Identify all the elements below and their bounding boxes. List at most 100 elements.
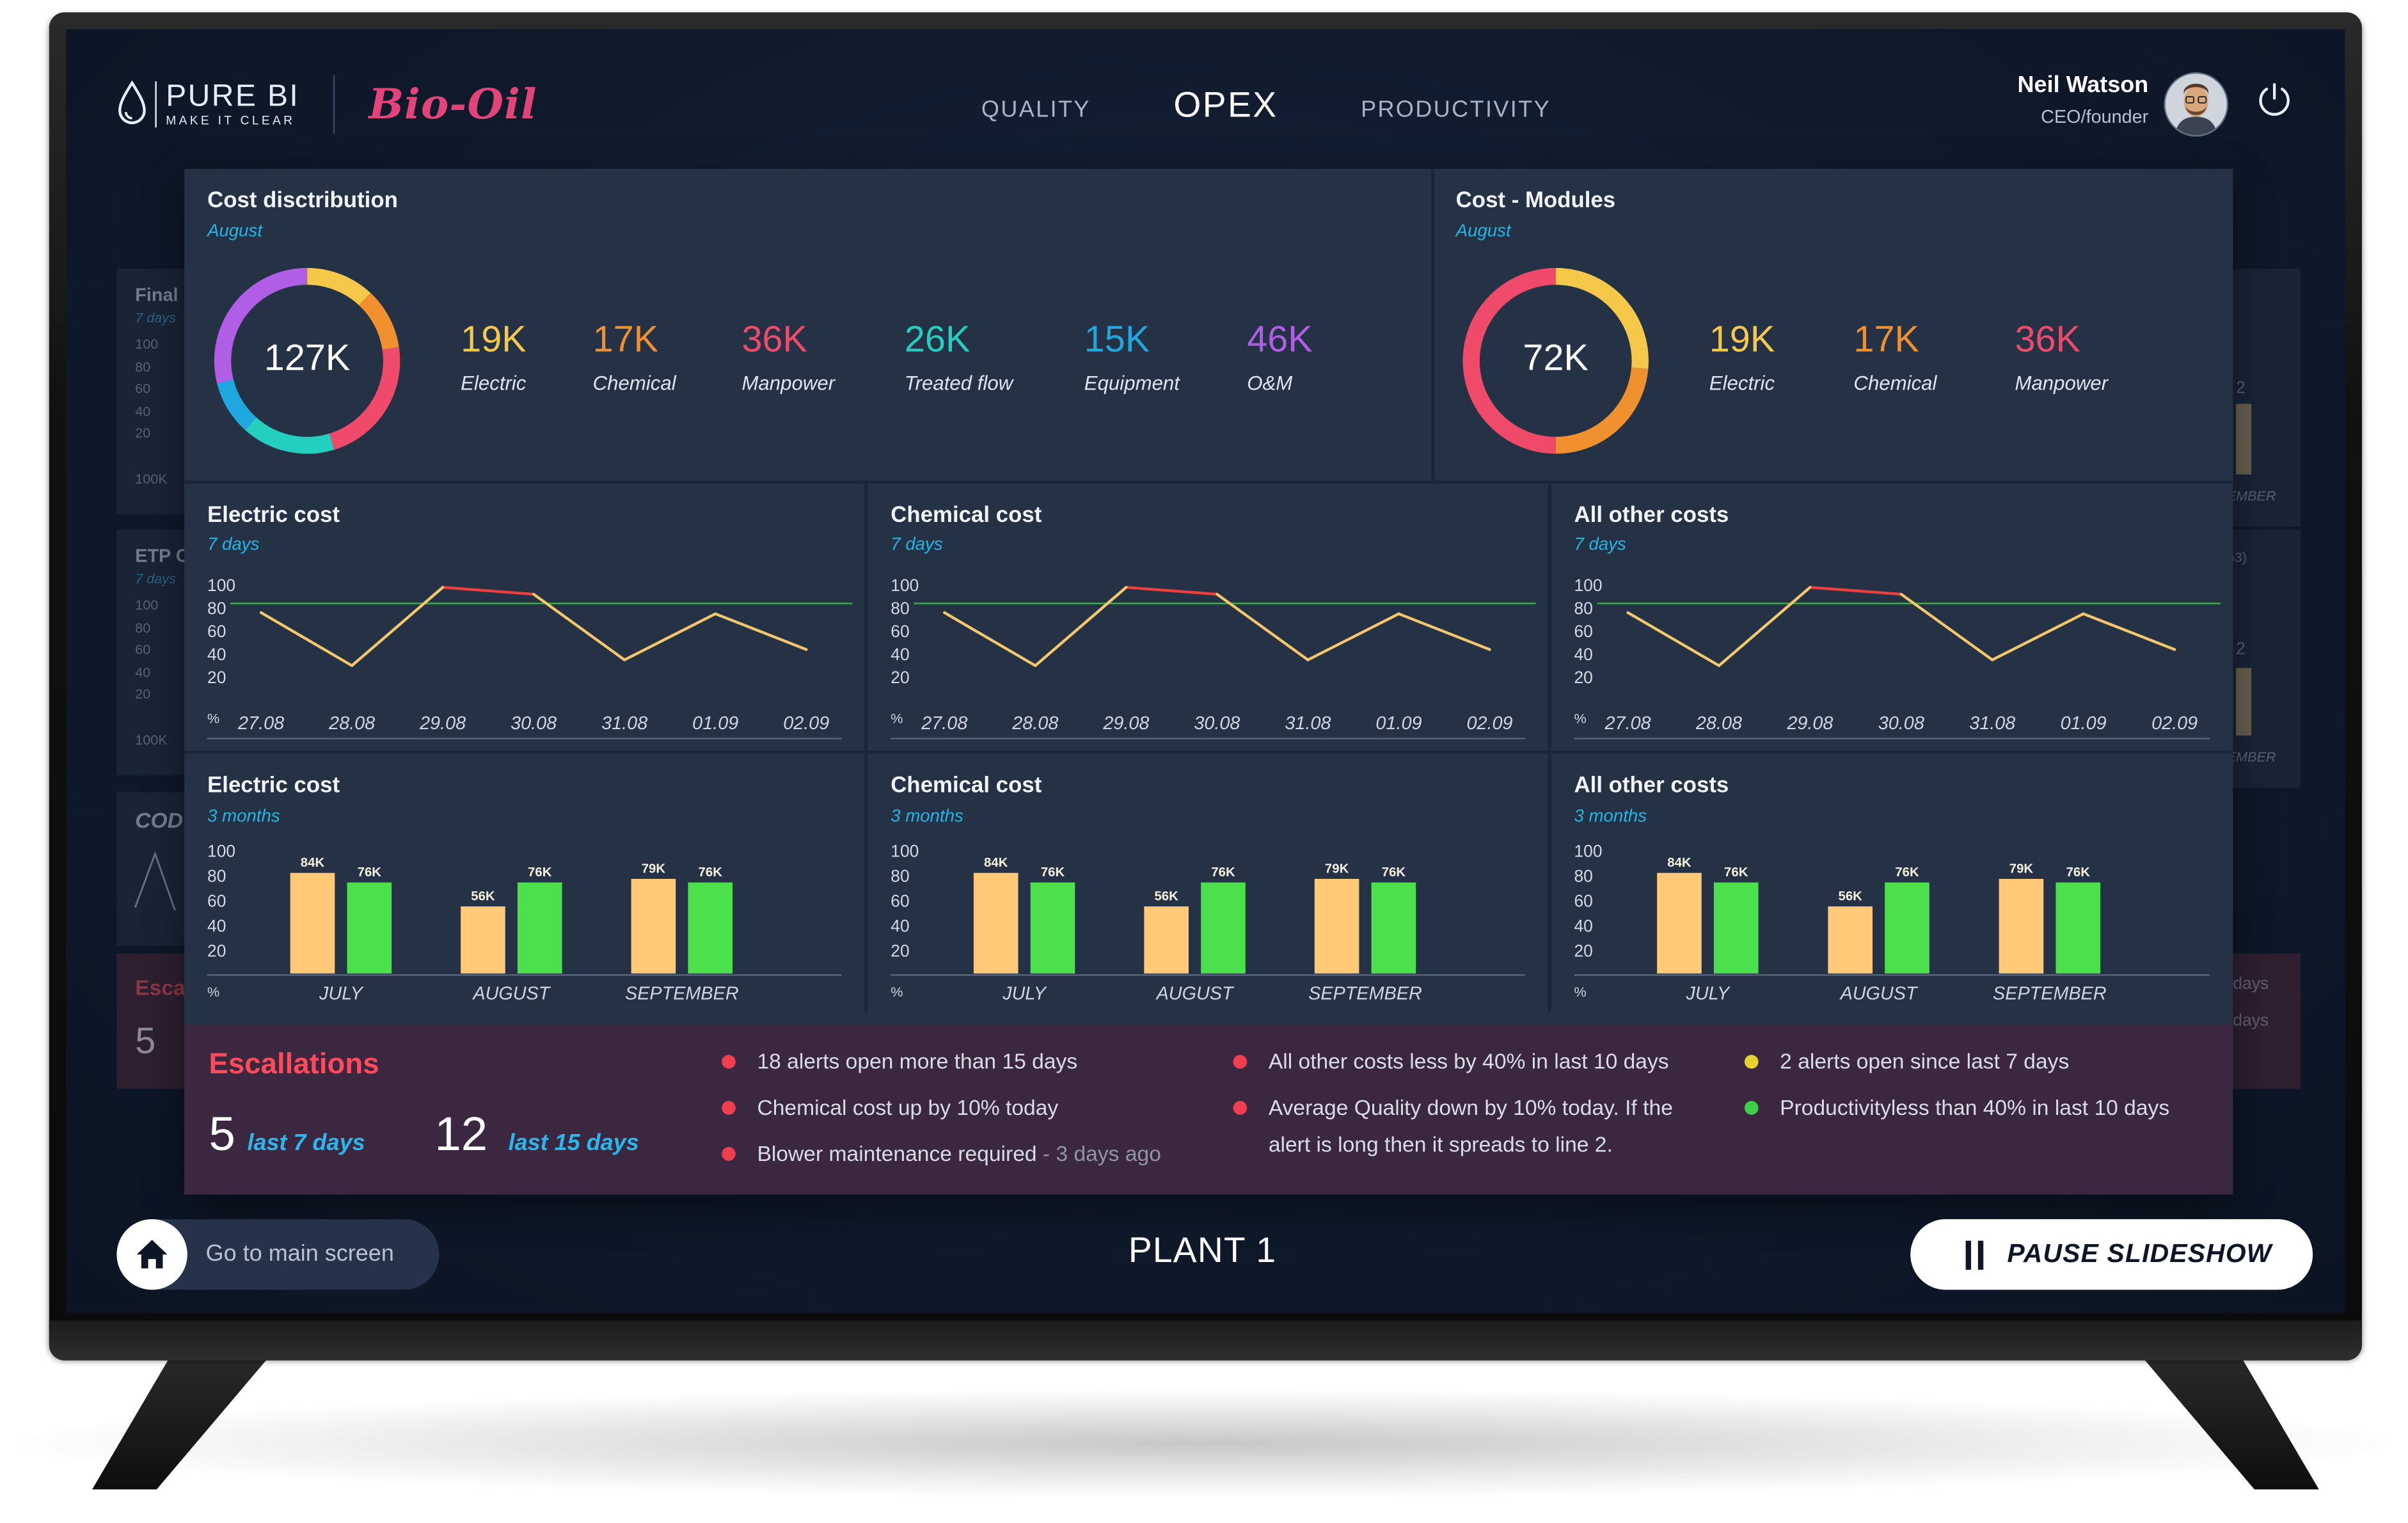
data-point xyxy=(623,658,626,661)
escalations-count-7d: 5 xyxy=(209,1107,235,1161)
water-drop-icon xyxy=(118,80,146,125)
x-tick-label: 02.09 xyxy=(783,713,829,734)
panel-title: All other costs xyxy=(1574,773,1729,799)
tab-opex[interactable]: OPEX xyxy=(1173,84,1278,125)
bg-tick: 100 xyxy=(135,336,159,352)
kpi-chemical: 17K Chemical xyxy=(593,319,676,395)
other-costs-bar-panel: All other costs 3 months 100 80 60 40 20% 84K… xyxy=(1551,754,2233,1012)
bg-panel-value: 2 xyxy=(2236,379,2246,398)
tab-quality[interactable]: QUALITY xyxy=(981,97,1091,123)
x-category-label: SEPTEMBER xyxy=(625,984,739,1004)
pause-slideshow-button[interactable]: PAUSE SLIDESHOW xyxy=(1910,1219,2313,1290)
alert-age: - 3 days ago xyxy=(1036,1140,1161,1165)
bg-panel-label: EMBER xyxy=(2226,749,2276,765)
line-segment xyxy=(1991,612,2085,661)
donut-slice xyxy=(1462,267,1556,454)
x-tick-label: 29.08 xyxy=(1102,713,1149,734)
y-tick-label: 40 xyxy=(891,645,909,664)
bg-tick: 40 xyxy=(135,664,151,680)
bg-tick: 20 xyxy=(135,425,151,441)
home-label: Go to main screen xyxy=(205,1240,394,1267)
bg-tick: 100 xyxy=(135,597,159,613)
bar-value-label: 76K xyxy=(1895,865,1919,880)
brand-logo[interactable]: PURE BI MAKE IT CLEAR Bio-Oil xyxy=(115,75,537,134)
y-tick-label: 80 xyxy=(891,866,909,885)
line-segment xyxy=(1034,586,1128,667)
panel-title: Electric cost xyxy=(207,773,340,799)
data-point xyxy=(1991,658,1994,661)
y-tick-label: 100 xyxy=(1574,841,1603,860)
y-unit-label: % xyxy=(207,984,219,1000)
y-tick-label: 60 xyxy=(207,891,226,910)
y-unit-label: % xyxy=(1574,711,1587,727)
escalations-panel: Escallations 5 last 7 days 12 last 15 da… xyxy=(184,1024,2233,1195)
power-icon[interactable] xyxy=(2254,80,2294,120)
x-tick-label: 27.08 xyxy=(1604,713,1651,734)
alert-item[interactable]: Productivityless than 40% in last 10 day… xyxy=(1744,1089,2169,1126)
alert-item[interactable]: 2 alerts open since last 7 days xyxy=(1744,1043,2070,1080)
bg-panel-title: ETP C xyxy=(135,545,189,567)
data-point xyxy=(1488,648,1491,651)
line-segment xyxy=(350,586,445,667)
bg-panel-title: Esca xyxy=(135,975,186,1000)
alert-item[interactable]: Blower maintenance required - 3 days ago xyxy=(722,1135,1161,1172)
y-tick-label: 40 xyxy=(207,917,226,936)
bg-bar xyxy=(2236,404,2252,475)
bar-value-label: 76K xyxy=(2066,865,2091,880)
main-nav: QUALITY OPEX PRODUCTIVITY xyxy=(981,84,1634,126)
data-point xyxy=(1899,592,1903,596)
panel-title: Cost - Modules xyxy=(1455,189,1616,214)
bar-budget xyxy=(461,906,505,974)
bg-panel-title: COD xyxy=(135,807,183,833)
alert-dot xyxy=(1233,1101,1248,1115)
bar-value-label: 84K xyxy=(1667,856,1691,870)
donut-slice xyxy=(1555,267,1649,369)
y-tick-label: 20 xyxy=(207,942,226,961)
x-tick-label: 30.08 xyxy=(511,713,557,734)
y-tick-label: 100 xyxy=(1574,576,1603,595)
bar-actual xyxy=(517,882,562,974)
donut-slice xyxy=(329,347,400,450)
y-tick-label: 100 xyxy=(207,841,235,860)
alert-text: 2 alerts open since last 7 days xyxy=(1780,1048,2070,1073)
pause-label: PAUSE SLIDESHOW xyxy=(2007,1239,2272,1268)
alert-item[interactable]: All other costs less by 40% in last 10 d… xyxy=(1233,1043,1669,1080)
line-segment xyxy=(1306,612,1400,661)
alert-item[interactable]: 18 alerts open more than 15 days xyxy=(722,1043,1077,1080)
x-tick-label: 02.09 xyxy=(2151,713,2198,734)
kpi-manpower: 36K Manpower xyxy=(741,319,835,395)
bar-value-label: 84K xyxy=(984,856,1008,870)
y-tick-label: 100 xyxy=(891,841,919,860)
x-tick-label: 31.08 xyxy=(601,713,647,734)
electric-cost-line-panel: Electric cost 7 days 100 80 60 40 20% 27.08 28… xyxy=(184,484,868,754)
x-tick-label: 01.09 xyxy=(2061,713,2107,734)
kpi-label: Chemical xyxy=(592,371,676,395)
x-category-label: JULY xyxy=(1685,984,1731,1004)
tab-productivity[interactable]: PRODUCTIVITY xyxy=(1361,97,1551,123)
electric-cost-bar-chart: 100 80 60 40 20% 84K 76K JULY 56K 76K AUGUST 79K 76K… xyxy=(207,841,842,1004)
alert-text: Average Quality down by 10% today. If th… xyxy=(1268,1094,1673,1156)
donut-slice xyxy=(245,417,335,454)
bg-panel-value: 2 xyxy=(2236,640,2246,659)
data-point xyxy=(441,586,445,589)
y-tick-label: 20 xyxy=(891,942,909,961)
bar-actual xyxy=(1713,882,1759,974)
kpi-label: Manpower xyxy=(2015,371,2109,395)
kpi-label: Equipment xyxy=(1084,371,1180,395)
kpi-chemical: 17K Chemical xyxy=(1853,319,1937,395)
x-tick-label: 27.08 xyxy=(921,713,967,734)
user-info: Neil Watson CEO/founder xyxy=(2018,72,2149,127)
home-button[interactable]: Go to main screen xyxy=(116,1219,440,1290)
bg-panel-right-1: 2 EMBER xyxy=(2223,269,2301,527)
line-segment xyxy=(1899,592,1994,661)
kpi-electric: 19K Electric xyxy=(1709,319,1775,395)
y-tick-label: 20 xyxy=(1574,668,1593,687)
bar-budget xyxy=(1828,906,1873,974)
bg-tick: 60 xyxy=(135,381,151,397)
donut-slice xyxy=(1555,367,1649,454)
avatar[interactable] xyxy=(2164,72,2229,137)
data-point xyxy=(943,611,946,614)
alert-item[interactable]: Average Quality down by 10% today. If th… xyxy=(1233,1089,1694,1162)
panel-title: Cost disctribution xyxy=(207,189,398,214)
alert-item[interactable]: Chemical cost up by 10% today xyxy=(722,1089,1058,1126)
